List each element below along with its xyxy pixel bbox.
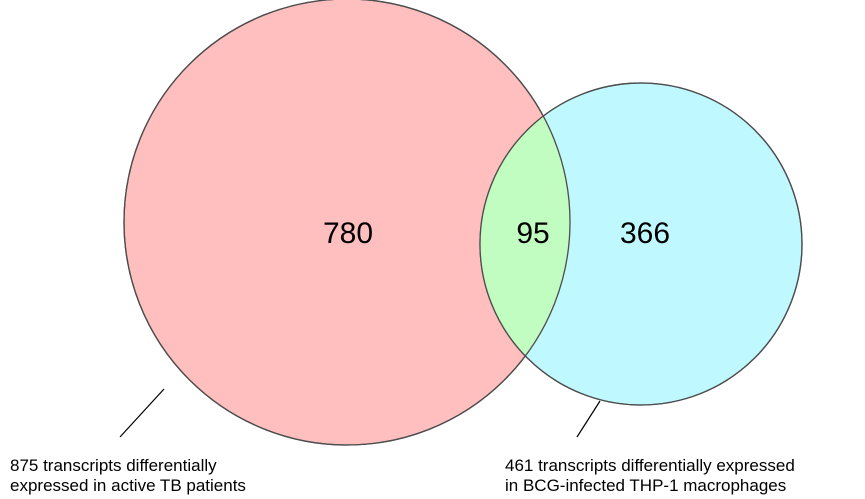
right-caption-line-1: 461 transcripts differentially expressed [505, 456, 795, 475]
overlap-count: 95 [516, 217, 549, 250]
right-set-outline [479, 82, 803, 406]
left-set-caption: 875 transcripts differentially expressed… [10, 456, 246, 496]
right-only-count: 366 [620, 217, 670, 250]
left-caption-line-1: 875 transcripts differentially [10, 456, 217, 475]
right-caption-leader [576, 400, 601, 438]
right-set-caption: 461 transcripts differentially expressed… [505, 456, 795, 496]
left-set-outline [123, 0, 571, 446]
left-caption-line-2: expressed in active TB patients [10, 476, 246, 495]
left-caption-leader [119, 388, 165, 438]
right-caption-line-2: in BCG-infected THP-1 macrophages [505, 476, 787, 495]
left-only-count: 780 [323, 217, 373, 250]
